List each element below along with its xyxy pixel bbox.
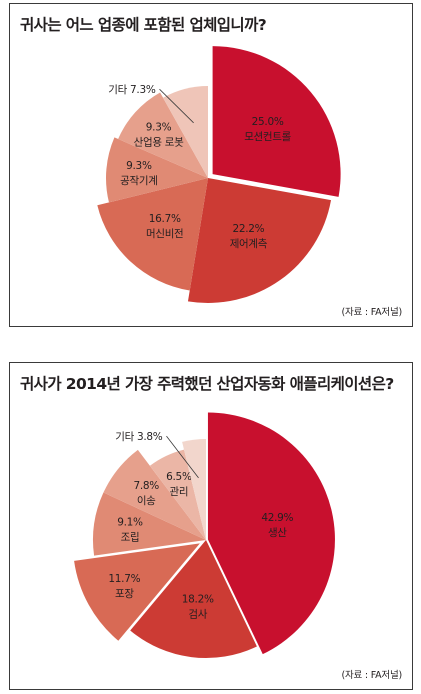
pie-slice [212, 46, 341, 197]
slice-label: 기타 7.3% [108, 84, 156, 96]
slice-label: 관리 [170, 486, 189, 498]
slice-value: 9.3% [146, 121, 172, 133]
pie-slice [163, 86, 208, 178]
slice-value: 22.2% [232, 223, 264, 235]
slice-value: 11.7% [108, 573, 140, 585]
chart-source: (자료 : FA저널) [341, 307, 402, 318]
slice-value: 6.5% [166, 471, 192, 483]
slice-label: 검사 [188, 609, 207, 621]
pie-slice [118, 92, 208, 178]
chart-title: 귀사가 2014년 가장 주력했던 산업자동화 애플리케이션은? [20, 375, 394, 393]
pie-slice [149, 449, 206, 540]
leader-line [166, 435, 199, 479]
leader-line [159, 88, 194, 124]
pie-slice [74, 543, 200, 641]
slice-label: 산업용 로봇 [134, 135, 184, 148]
chart-source: (자료 : FA저널) [341, 670, 402, 681]
pie-slice [130, 540, 257, 659]
slice-value: 9.3% [126, 160, 152, 172]
chart-title: 귀사는 어느 업종에 포함된 업체입니까? [20, 16, 267, 34]
slice-label: 이송 [137, 495, 156, 507]
slice-value: 9.1% [117, 517, 143, 529]
pie-slice [97, 178, 208, 291]
slice-value: 18.2% [182, 594, 214, 606]
pie-slice [207, 412, 335, 655]
slice-label: 조립 [121, 531, 140, 544]
pie-slice [93, 492, 206, 556]
slice-value: 16.7% [149, 213, 181, 225]
slice-value: 42.9% [261, 512, 293, 524]
slice-label: 포장 [115, 588, 134, 600]
slice-label: 모션컨트롤 [244, 131, 291, 143]
slice-label: 생산 [268, 527, 287, 539]
slice-value: 25.0% [252, 116, 284, 128]
slice-label: 기타 3.8% [115, 431, 163, 443]
pie-slice [103, 449, 206, 540]
slice-value: 7.8% [133, 480, 159, 492]
slice-label: 머신비전 [146, 228, 183, 240]
pie-slice [106, 137, 208, 203]
pie-slice [187, 178, 332, 303]
slice-label: 제어계측 [230, 238, 268, 250]
slice-label: 공작기계 [120, 175, 157, 187]
